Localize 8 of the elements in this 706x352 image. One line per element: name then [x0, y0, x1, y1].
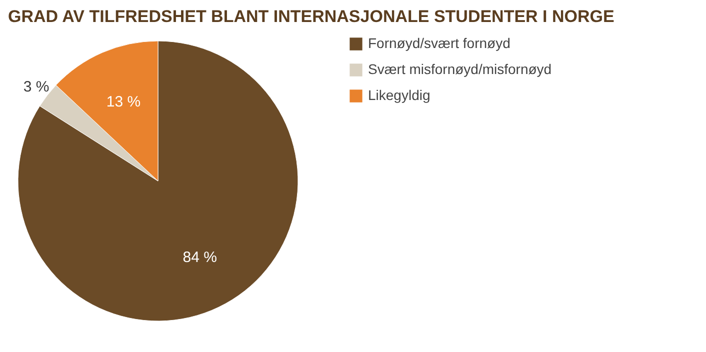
data-label: 3 %	[23, 78, 50, 96]
data-label: 84 %	[182, 249, 217, 266]
legend-label: Likegyldig	[368, 87, 430, 103]
data-label: 13 %	[106, 93, 141, 110]
pie-slice	[18, 40, 298, 322]
legend-label: Fornøyd/svært fornøyd	[368, 35, 510, 51]
chart-title: GRAD AV TILFREDSHET BLANT INTERNASJONALE STUDENTER I NORGE	[8, 7, 614, 26]
legend-label: Svært misfornøyd/misfornøyd	[368, 61, 552, 77]
